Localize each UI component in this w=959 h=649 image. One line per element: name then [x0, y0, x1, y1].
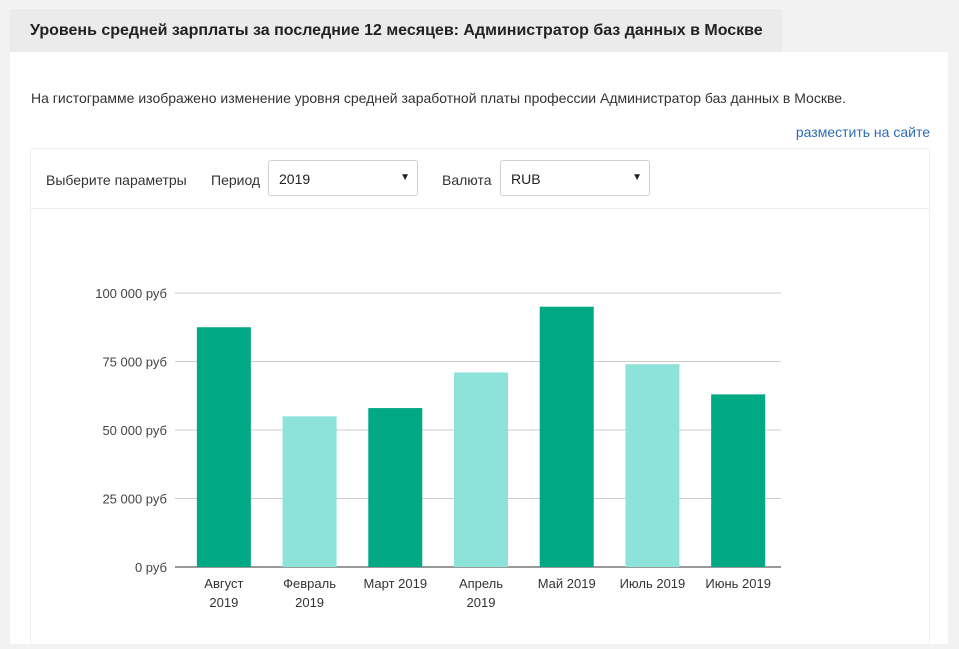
- chevron-down-icon: ▼: [632, 172, 642, 183]
- x-tick-label: 2019: [467, 595, 496, 610]
- currency-select-value: RUB: [511, 171, 541, 187]
- bar[interactable]: [625, 364, 680, 567]
- chart-area: 0 руб 25 000 руб 50 000 руб 75 000 руб 100 0…: [30, 208, 930, 644]
- x-tick-label: Март 2019: [363, 576, 427, 591]
- x-tick-label: Апрель: [459, 576, 503, 591]
- period-select[interactable]: 2019 ▼: [268, 160, 418, 196]
- salary-bar-chart: 0 руб 25 000 руб 50 000 руб 75 000 руб 100 0…: [95, 286, 781, 610]
- bar[interactable]: [711, 394, 766, 567]
- title-bar: Уровень средней зарплаты за последние 12…: [10, 9, 782, 52]
- currency-label: Валюта: [442, 172, 492, 188]
- x-tick-label: Июль 2019: [620, 576, 686, 591]
- x-tick-label: Май 2019: [538, 576, 596, 591]
- y-tick-label: 100 000 руб: [95, 286, 167, 301]
- page-title: Уровень средней зарплаты за последние 12…: [30, 22, 763, 39]
- bar[interactable]: [454, 372, 508, 567]
- x-tick-label: Февраль: [283, 576, 336, 591]
- bar[interactable]: [282, 416, 337, 567]
- y-tick-label: 25 000 руб: [102, 492, 167, 507]
- chart-description: На гистограмме изображено изменение уров…: [31, 90, 846, 106]
- period-select-value: 2019: [279, 171, 311, 187]
- x-tick-label: 2019: [295, 595, 324, 610]
- bar[interactable]: [539, 306, 594, 567]
- bar[interactable]: [196, 327, 251, 567]
- period-label: Период: [211, 172, 261, 188]
- chevron-down-icon: ▼: [400, 172, 410, 183]
- y-tick-label: 0 руб: [135, 560, 167, 575]
- x-tick-label: Август: [204, 576, 243, 591]
- x-tick-label: 2019: [209, 595, 238, 610]
- currency-select[interactable]: RUB ▼: [500, 160, 650, 196]
- x-tick-label: Июнь 2019: [705, 576, 771, 591]
- y-tick-label: 50 000 руб: [102, 423, 167, 438]
- chart-controls: Выберите параметры Период 2019 ▼ Валюта …: [30, 148, 930, 209]
- params-label: Выберите параметры: [46, 172, 187, 188]
- bar[interactable]: [368, 408, 423, 567]
- embed-on-site-link[interactable]: разместить на сайте: [795, 124, 930, 140]
- y-tick-label: 75 000 руб: [102, 355, 167, 370]
